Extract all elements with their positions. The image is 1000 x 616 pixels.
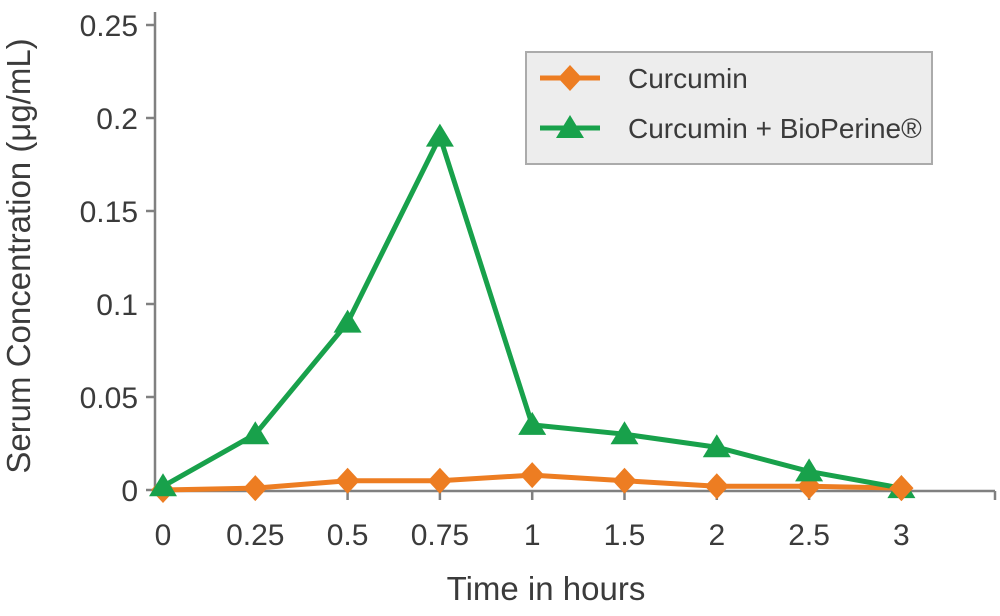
series-point-top-marker-diamond: [889, 475, 914, 502]
y-tick-label: 0.1: [96, 289, 138, 322]
series-point-marker-diamond: [243, 475, 268, 502]
legend-marker-triangle: [556, 115, 584, 138]
series-point-marker-triangle: [610, 421, 639, 445]
series-point-marker-triangle: [795, 458, 824, 482]
legend-box: [525, 51, 933, 165]
y-tick-label: 0.15: [80, 196, 138, 229]
series-point-marker-triangle: [333, 309, 362, 333]
y-tick-label: 0.05: [80, 382, 138, 415]
series-point-marker-triangle: [518, 411, 547, 435]
x-tick-label: 0.5: [327, 519, 369, 552]
x-axis-title: Time in hours: [447, 570, 646, 607]
x-tick-label: 0.25: [226, 519, 284, 552]
series-point-marker-diamond: [612, 467, 637, 494]
series-point-marker-triangle: [702, 434, 731, 458]
x-tick-label: 3: [893, 519, 910, 552]
legend-label-curcumin-bioperine: Curcumin + BioPerine®: [628, 113, 922, 144]
series-line-triangle: [161, 134, 902, 491]
x-tick-label: 1.5: [604, 519, 646, 552]
x-tick-label: 2.5: [788, 519, 830, 552]
x-tick-label: 1: [524, 519, 541, 552]
legend-markers: [540, 65, 600, 138]
series-point-marker-diamond: [704, 473, 729, 500]
y-tick-label: 0: [121, 475, 138, 508]
x-tick-label: 0: [155, 519, 172, 552]
series-lines: [149, 123, 916, 503]
y-tick-label: 0.25: [80, 10, 138, 43]
series-point-marker-diamond: [520, 462, 545, 489]
series-point-marker-triangle: [425, 123, 454, 147]
series-point-marker-diamond: [427, 467, 452, 494]
y-tick-label: 0.2: [96, 103, 138, 136]
series-point-marker-diamond: [335, 467, 360, 494]
x-tick-label: 0.75: [411, 519, 469, 552]
y-axis-title: Serum Concentration (μg/mL): [0, 38, 37, 473]
x-tick-label: 2: [708, 519, 725, 552]
axes: 0 0.05 0.1 0.15 0.2 0.25 0 0.25 0.5 0.75 1 1.5 2 2.5 3: [80, 10, 997, 552]
legend-marker-diamond: [558, 65, 582, 91]
legend-label-curcumin: Curcumin: [628, 63, 748, 94]
series-point-marker-triangle: [241, 421, 270, 445]
legend: Curcumin Curcumin + BioPerine®: [525, 51, 933, 165]
series-point-marker-triangle: [149, 473, 177, 497]
